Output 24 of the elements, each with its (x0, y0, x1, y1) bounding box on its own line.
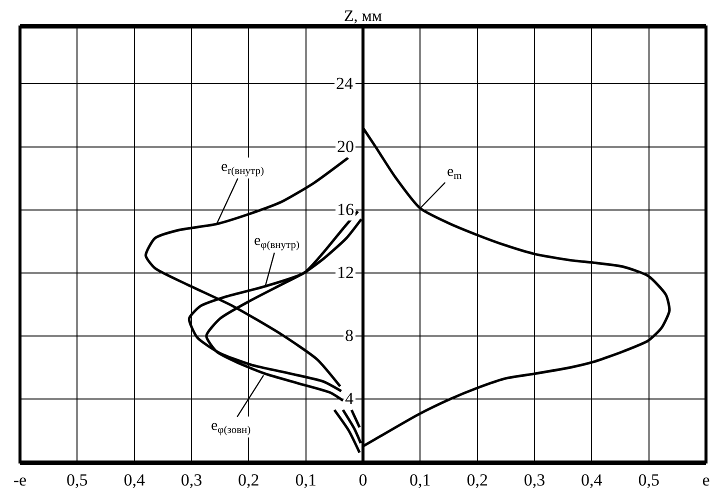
y-axis-title: Z, мм (344, 8, 382, 25)
y-tick-label: 20 (337, 137, 354, 156)
x-tick-label: 0,5 (638, 470, 660, 490)
annotation: e$_{m}$ (447, 164, 462, 182)
x-tick-label: 0,5 (66, 470, 88, 490)
y-tick-label: 4 (345, 389, 354, 408)
x-tick-label: 0 (358, 470, 368, 490)
x-tick-label: 0,3 (180, 470, 202, 490)
annotation: e$_{φ(внутр)}$ (254, 233, 300, 252)
annotation: e$_{φ(зовн)}$ (211, 418, 252, 436)
x-tick-label: -e (13, 470, 27, 490)
x-tick-label: 0,2 (238, 470, 260, 490)
x-tick-label: 0,1 (410, 470, 431, 490)
y-tick-label: 8 (345, 326, 354, 345)
x-tick-label: e (702, 470, 710, 490)
x-tick-label: 0,3 (524, 470, 546, 490)
annotation: e$_{r(внутр)}$ (221, 159, 264, 178)
x-tick-label: 0,4 (581, 470, 603, 490)
y-tick-label: 24 (336, 74, 354, 93)
x-tick-label: 0,4 (124, 470, 146, 490)
x-tick-label: 0,2 (466, 470, 488, 490)
y-tick-label: 12 (337, 263, 354, 282)
y-tick-label: 16 (337, 200, 354, 219)
x-tick-label: 0,1 (295, 470, 316, 490)
